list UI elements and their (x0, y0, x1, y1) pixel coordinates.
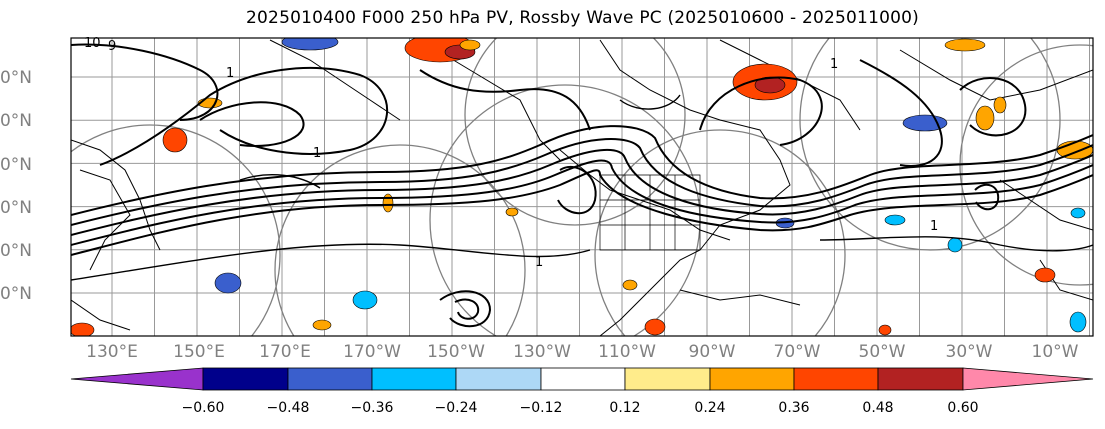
colorbar-tick-label: 0.24 (694, 400, 726, 416)
colorbar-tick-label: −0.48 (266, 400, 310, 416)
contour-label: 10 (84, 36, 101, 51)
lat-label: 40°N (0, 198, 32, 218)
colorbar-cell (287, 367, 373, 391)
colorbar-tick-label: 0.48 (862, 400, 894, 416)
colorbar-tick-label: −0.24 (434, 400, 478, 416)
colorbar-cell (709, 367, 795, 391)
lon-label: 70°W (773, 342, 821, 362)
lon-label: 170°W (343, 342, 401, 362)
colorbar-cell (202, 367, 289, 391)
colorbar-cell (540, 367, 626, 391)
map-frame (70, 37, 1094, 337)
lon-label: 130°W (513, 342, 571, 362)
lon-label: 30°W (945, 342, 993, 362)
contour-label: 1 (930, 219, 938, 234)
pv-contours (71, 43, 1093, 328)
colorbar-tick-label: 0.36 (778, 400, 810, 416)
pv-contours-thin (71, 94, 1093, 281)
reference-circles (71, 38, 1093, 336)
contour-label: 1 (313, 146, 321, 161)
colorbar-cells (70, 367, 1094, 391)
lon-label: 130°E (86, 342, 138, 362)
colorbar-tick-label: 0.60 (947, 400, 979, 416)
lat-label: 20°N (0, 284, 32, 304)
contour-label: 1 (226, 66, 234, 81)
colorbar-cell (962, 367, 1094, 391)
colorbar-cell (70, 367, 204, 391)
lat-label: 30°N (0, 241, 32, 261)
colorbar-cell (793, 367, 879, 391)
colorbar-tick-label: −0.12 (519, 400, 563, 416)
lon-label: 150°E (173, 342, 225, 362)
lat-label: 60°N (0, 111, 32, 131)
lon-label: 170°E (259, 342, 311, 362)
contour-label: 1 (535, 255, 543, 270)
contour-label: 9 (108, 39, 116, 54)
colorbar-cell (455, 367, 542, 391)
lon-label: 50°W (858, 342, 906, 362)
contour-label: 1 (830, 57, 838, 72)
lon-label: 150°W (427, 342, 485, 362)
colorbar-tick-label: −0.36 (350, 400, 394, 416)
lon-label: 110°W (598, 342, 656, 362)
lon-label: 10°W (1031, 342, 1079, 362)
lat-label: 70°N (0, 68, 32, 88)
colorbar-tick-label: −0.60 (181, 400, 225, 416)
colorbar-cell (371, 367, 457, 391)
map-title: 2025010400 F000 250 hPa PV, Rossby Wave … (246, 8, 919, 28)
lon-label: 90°W (688, 342, 736, 362)
colorbar-cell (877, 367, 964, 391)
colorbar-cell (624, 367, 711, 391)
colorbar-tick-label: 0.12 (609, 400, 641, 416)
lat-label: 50°N (0, 155, 32, 175)
